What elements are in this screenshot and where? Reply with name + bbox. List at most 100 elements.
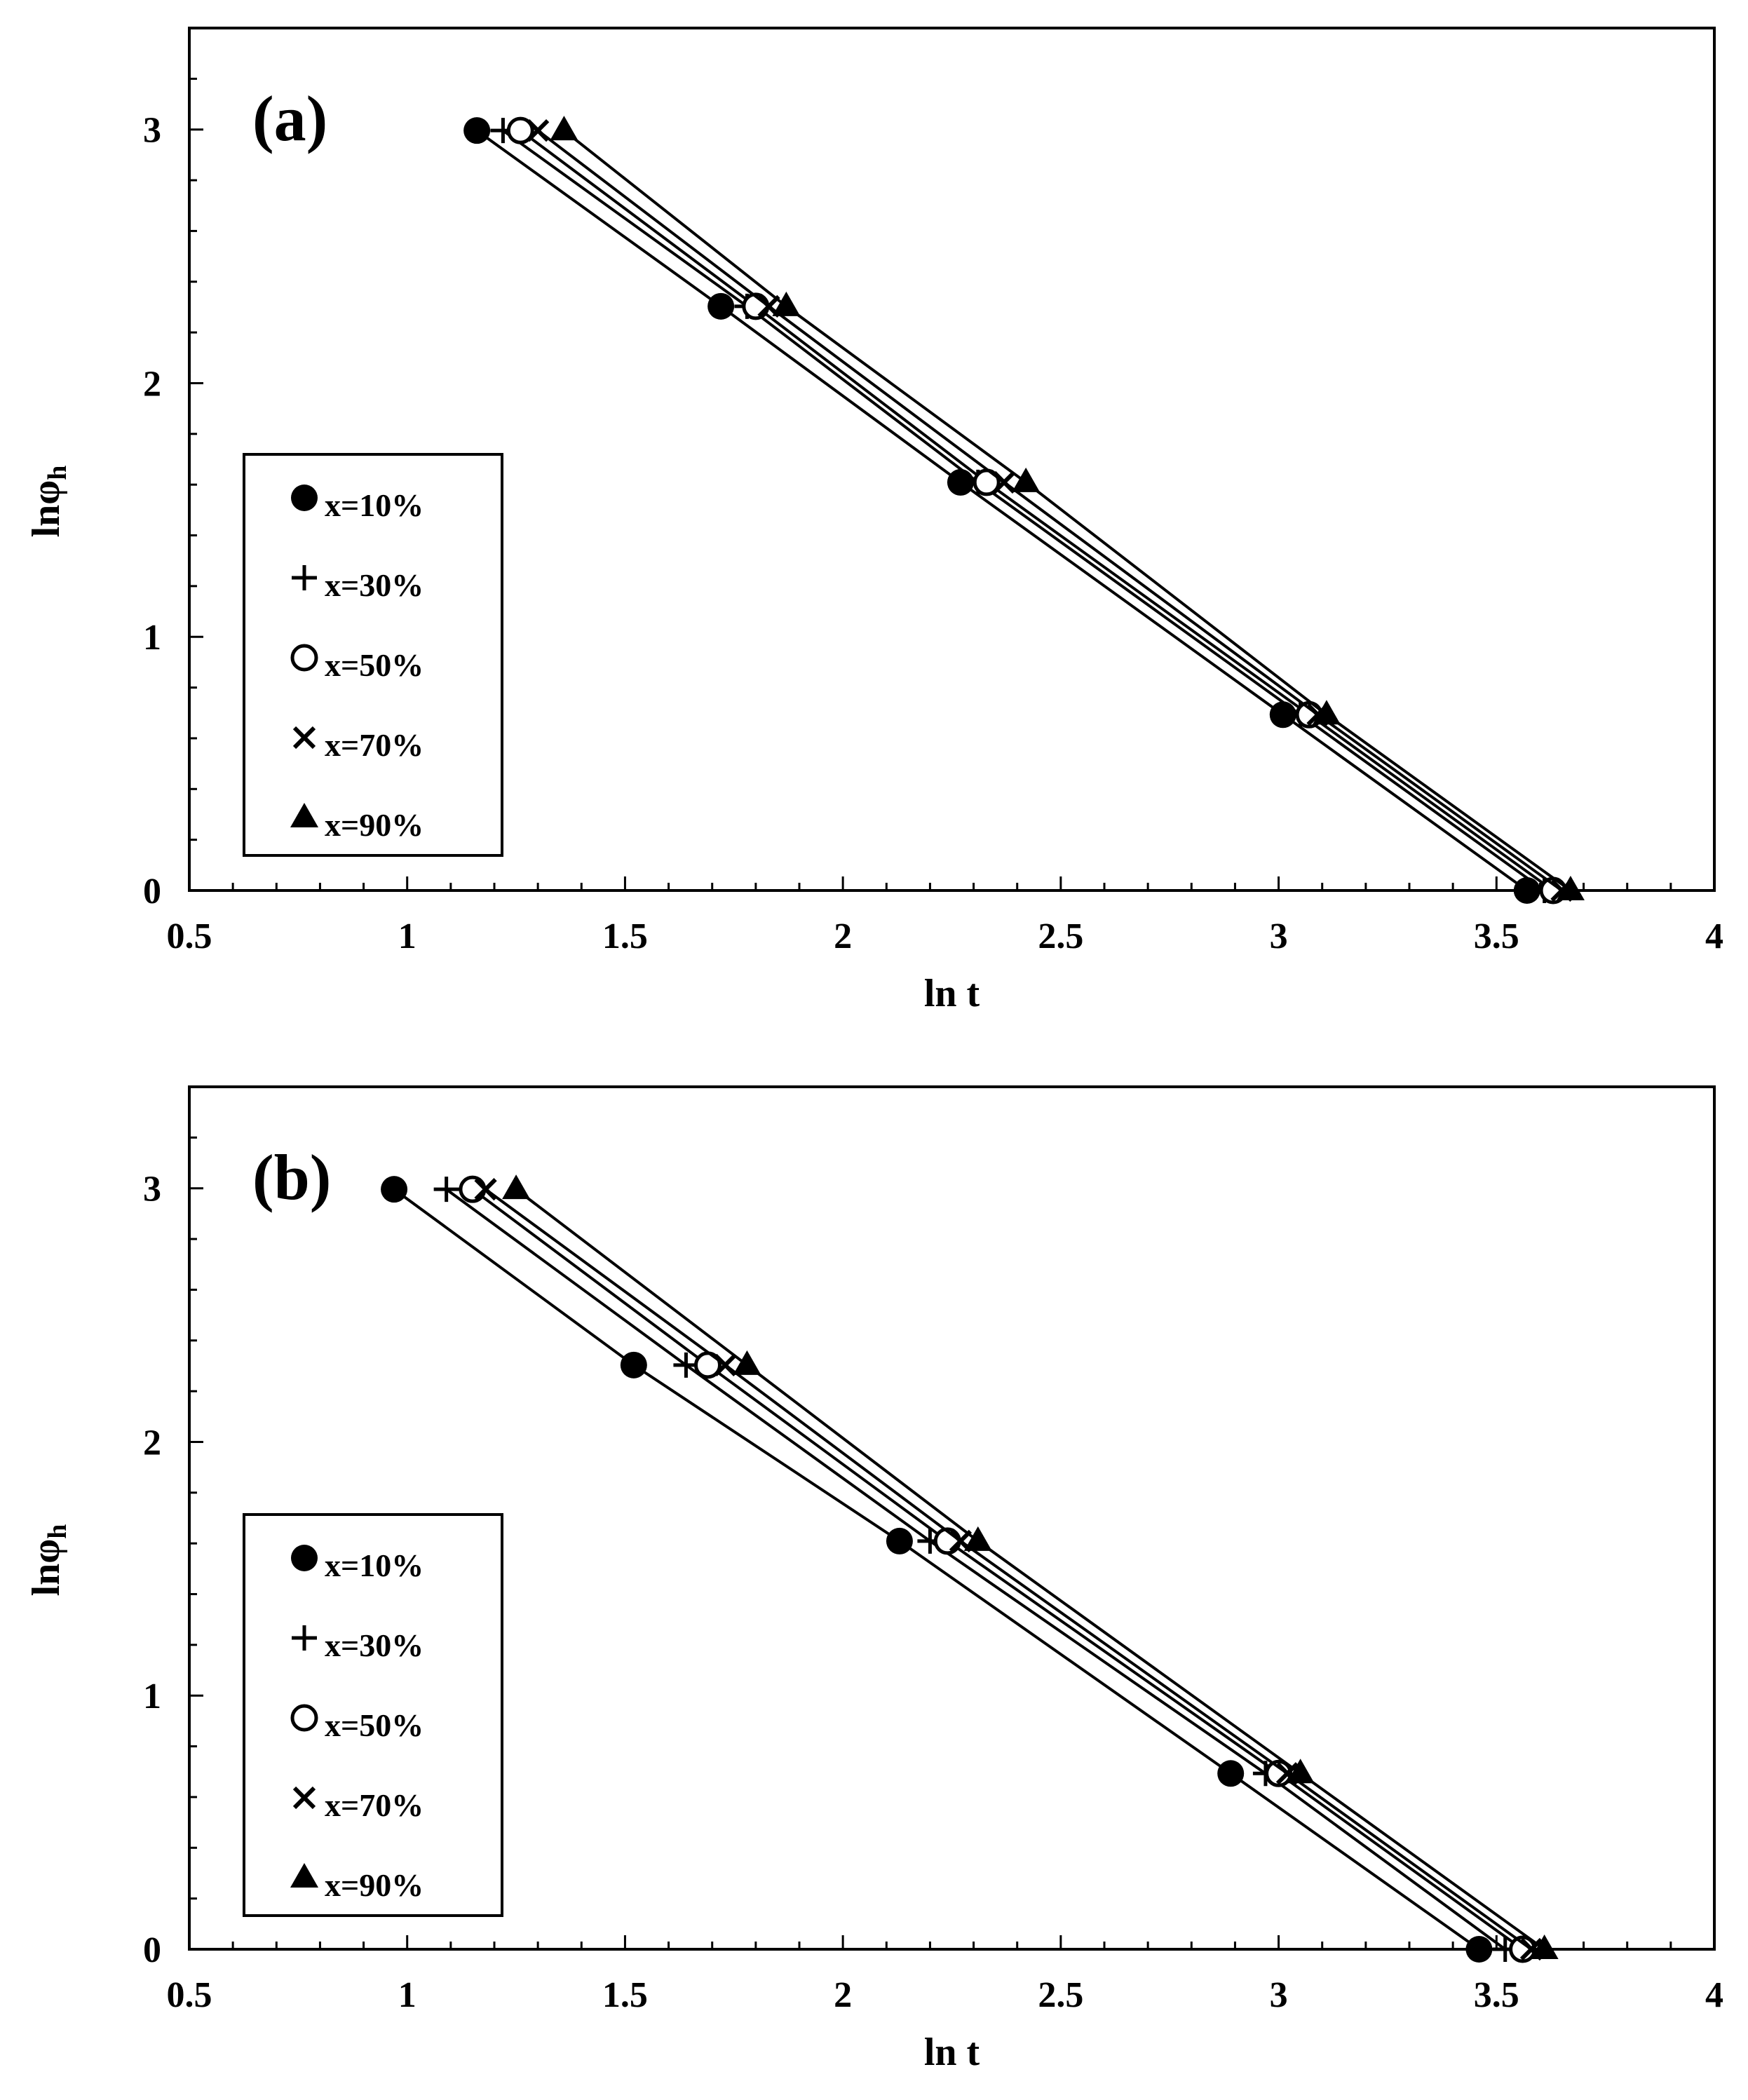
data-point (620, 1351, 647, 1378)
x-tick-label: 3 (1270, 1975, 1288, 2015)
legend-label: x=90% (325, 807, 424, 843)
data-point (1286, 1759, 1315, 1784)
x-axis-title: ln t (924, 972, 980, 1015)
legend: x=10% x=30% x=50% x=70% x=90% (243, 453, 503, 857)
data-point (886, 1527, 913, 1554)
legend-entry: x=70% (292, 726, 424, 763)
data-point (707, 292, 735, 320)
legend-label: x=90% (325, 1867, 424, 1903)
series-x=10% (463, 117, 1540, 904)
legend-entry: x=10% (291, 485, 424, 523)
panel-label: (a) (252, 83, 327, 154)
legend-entry: x=90% (290, 1863, 424, 1903)
series-line (393, 1188, 1480, 1951)
legend-label: x=70% (325, 1787, 424, 1823)
legend-label: x=70% (325, 727, 424, 763)
series-x=10% (381, 1176, 1493, 1963)
y-tick-label: 3 (143, 111, 161, 151)
data-point (381, 1176, 408, 1203)
data-point (1530, 1935, 1559, 1959)
legend-entry: x=70% (292, 1786, 424, 1823)
data-point (506, 116, 534, 144)
y-tick-label: 0 (143, 872, 161, 912)
y-axis-title: lnφh (25, 1524, 72, 1597)
legend-entry: x=50% (290, 1704, 424, 1743)
series-line (475, 129, 1528, 892)
legend-label: x=50% (325, 647, 424, 683)
series-x=30% (433, 1177, 1518, 1962)
y-axis-title: lnφh (25, 466, 72, 538)
data-point (463, 117, 491, 144)
legend-marker (292, 565, 317, 590)
legend-entry: x=50% (290, 644, 424, 683)
series-x=70% (474, 1178, 1543, 1961)
x-tick-label: 2 (834, 1975, 852, 2015)
x-axis-title: ln t (924, 2031, 980, 2074)
y-tick-label: 3 (143, 1170, 161, 1210)
data-point (1012, 467, 1041, 492)
series-line (445, 1188, 1506, 1951)
series-line (563, 129, 1572, 892)
series-x=50% (506, 116, 1567, 905)
data-point (714, 1353, 737, 1376)
x-tick-label: 0.5 (167, 916, 212, 956)
chart-panel-a: 0.5 1 1.5 2 2.5 3 3.5 4 0 1 2 3 ln t lnφh (a) x=10% x=30… (25, 27, 1723, 1015)
legend-label: x=10% (325, 1547, 424, 1583)
data-point (433, 1177, 459, 1203)
x-tick-label: 1 (398, 1975, 416, 2015)
legend-marker (292, 726, 316, 750)
x-tick-label: 2.5 (1038, 916, 1083, 956)
series-x=90% (502, 1174, 1559, 1959)
legend-marker (291, 1545, 318, 1571)
x-tick-label: 1 (398, 916, 416, 956)
data-point (1465, 1936, 1493, 1963)
legend-marker (290, 644, 318, 672)
data-point (474, 1178, 497, 1201)
series-x=50% (459, 1175, 1537, 1963)
x-tick-label: 1.5 (602, 916, 648, 956)
legend-marker (291, 485, 318, 511)
data-point (527, 119, 550, 142)
series-x=90% (550, 116, 1585, 900)
legend-label: x=50% (325, 1707, 424, 1743)
x-tick-label: 2 (834, 916, 852, 956)
y-tick-label: 1 (143, 618, 161, 658)
legend-frame (243, 453, 503, 857)
x-tick-label: 4 (1705, 1975, 1723, 2015)
legend-marker (290, 1863, 318, 1888)
legend-marker (290, 803, 318, 827)
x-tick-label: 3.5 (1474, 1975, 1519, 2015)
data-point (1509, 1935, 1537, 1963)
legend-frame (243, 1513, 503, 1917)
x-tick-label: 2.5 (1038, 1975, 1083, 2015)
series-line (471, 1188, 1524, 1951)
series-line (515, 1188, 1545, 1951)
plot-frame (188, 1085, 1716, 1951)
plot-frame (188, 27, 1716, 892)
x-tick-label: 4 (1705, 916, 1723, 956)
data-point (459, 1175, 487, 1203)
data-point (733, 1350, 761, 1375)
legend-marker (292, 1625, 317, 1651)
x-tick-label: 3.5 (1474, 916, 1519, 956)
x-tick-label: 1.5 (602, 1975, 648, 2015)
data-point (1312, 700, 1341, 725)
series-x=70% (527, 119, 1573, 902)
y-tick-label: 1 (143, 1676, 161, 1716)
data-point (992, 470, 1016, 494)
data-point (1217, 1760, 1245, 1787)
chart-panel-b: 0.5 1 1.5 2 2.5 3 3.5 4 0 1 2 3 ln t lnφh (b) x=10% x=30… (25, 1085, 1723, 2074)
y-tick-label: 2 (143, 1423, 161, 1463)
x-tick-label: 3 (1270, 916, 1288, 956)
data-point (502, 1174, 531, 1200)
panel-label: (b) (252, 1142, 331, 1213)
legend-marker (292, 1786, 316, 1810)
data-point (550, 116, 578, 141)
legend-entry: x=30% (292, 1625, 424, 1663)
series-line (485, 1188, 1533, 1951)
data-point (1556, 876, 1585, 900)
data-point (772, 291, 801, 316)
legend-label: x=10% (325, 487, 424, 523)
y-tick-label: 0 (143, 1930, 161, 1970)
